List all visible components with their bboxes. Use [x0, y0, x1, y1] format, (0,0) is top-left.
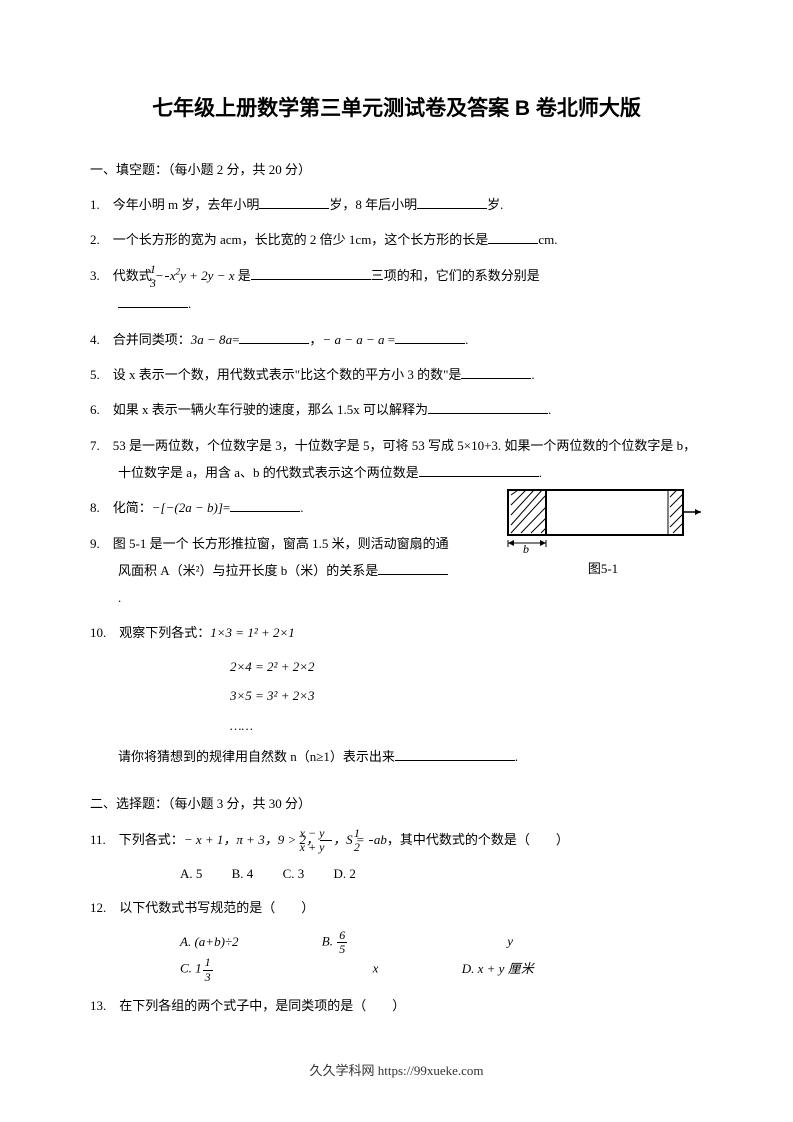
page-footer: 久久学科网 https://99xueke.com — [0, 1059, 793, 1082]
q12-num: 12. — [90, 900, 106, 915]
q11-opt-d: D. 2 — [333, 862, 355, 885]
blank — [118, 295, 188, 308]
q5-b: . — [531, 367, 534, 382]
q12-opt-d: D. x + y 厘米 — [462, 957, 534, 980]
blank — [239, 331, 309, 344]
q4-c: . — [465, 332, 468, 347]
q11-options: A. 5 B. 4 C. 3 D. 2 — [90, 862, 703, 885]
q3-d: . — [188, 296, 191, 311]
q10-dots: …… — [90, 714, 703, 737]
q4-e2: − a − a − a — [322, 332, 384, 347]
q12-a: 以下代数式书写规范的是（ ） — [119, 900, 314, 915]
q11-a: 下列各式： — [119, 832, 184, 847]
q10-a: 观察下列各式： — [119, 625, 210, 640]
q3-expr: −13x2y + 2y − x — [155, 268, 234, 283]
blank — [428, 401, 548, 414]
q4-num: 4. — [90, 332, 100, 347]
fig-b-label: b — [523, 542, 529, 555]
blank — [230, 499, 300, 512]
q9-b: . — [118, 590, 121, 605]
q11-expr: − x + 1，π + 3，9 > 2，x − yx + y，S = 12ab — [184, 832, 387, 847]
q12-options: A. (a+b)÷2 B. 65y C. 113x D. x + y 厘米 — [90, 929, 703, 984]
q13-a: 在下列各组的两个式子中，是同类项的是（ ） — [119, 998, 405, 1013]
figure-caption: 图5-1 — [503, 557, 703, 580]
q10-num: 10. — [90, 625, 106, 640]
blank — [488, 231, 538, 244]
q8-a: 化简： — [113, 500, 152, 515]
q10-c: . — [515, 749, 518, 764]
q4-b: ， — [309, 332, 322, 347]
blank — [378, 562, 448, 575]
q3-b: 是 — [238, 268, 251, 283]
q9: 9. 图 5-1 是一个 长方形推拉窗，窗高 1.5 米，则活动窗扇的通风面积 … — [90, 530, 450, 612]
figure-5-1: b 图5-1 — [503, 485, 703, 580]
q2-b: cm. — [538, 232, 557, 247]
page-title: 七年级上册数学第三单元测试卷及答案 B 卷北师大版 — [90, 90, 703, 128]
q7-a: 53 是一两位数，个位数字是 3，十位数字是 5，可将 53 写成 5×10+3… — [113, 438, 696, 480]
q12: 12. 以下代数式书写规范的是（ ） — [90, 894, 703, 921]
q2-a: 一个长方形的宽为 acm，长比宽的 2 倍少 1cm，这个长方形的长是 — [113, 232, 489, 247]
q7-b: . — [539, 465, 542, 480]
q4-eq: = — [232, 332, 239, 347]
blank — [395, 748, 515, 761]
q5-a: 设 x 表示一个数，用代数式表示"比这个数的平方小 3 的数"是 — [113, 367, 462, 382]
q10-b: 请你将猜想到的规律用自然数 n（n≥1）表示出来. — [90, 743, 703, 770]
blank — [417, 196, 487, 209]
q12-opt-b: B. 65y — [322, 929, 513, 956]
q3-c: 三项的和，它们的系数分别是 — [371, 268, 540, 283]
blank — [395, 331, 465, 344]
q10-eq1: 1×3 = 1² + 2×1 — [210, 625, 295, 640]
q10-eq2: 2×4 = 2² + 2×2 — [90, 655, 703, 678]
q4-a: 合并同类项： — [113, 332, 191, 347]
blank — [461, 366, 531, 379]
q3-num: 3. — [90, 268, 100, 283]
q7-num: 7. — [90, 438, 100, 453]
q4: 4. 合并同类项：3a − 8a=，− a − a − a =. — [90, 326, 703, 353]
q3-a: 代数式 — [113, 268, 152, 283]
q11-opt-b: B. 4 — [232, 862, 254, 885]
q8-eq: = — [223, 500, 230, 515]
q4-e1: 3a − 8a — [191, 332, 232, 347]
q10-b-text: 请你将猜想到的规律用自然数 n（n≥1）表示出来 — [118, 749, 395, 764]
q6-b: . — [548, 402, 551, 417]
q1: 1. 今年小明 m 岁，去年小明 岁，8 年后小明 岁. — [90, 191, 703, 218]
q10: 10. 观察下列各式：1×3 = 1² + 2×1 — [90, 619, 703, 646]
q6-num: 6. — [90, 402, 100, 417]
q2: 2. 一个长方形的宽为 acm，长比宽的 2 倍少 1cm，这个长方形的长是 cm… — [90, 226, 703, 253]
q12-opt-c: C. 113x — [180, 956, 378, 983]
section1-header: 一、填空题：（每小题 2 分，共 20 分） — [90, 158, 703, 181]
q8-expr: −[−(2a − b)] — [152, 500, 223, 515]
blank — [419, 464, 539, 477]
q11-b: ，其中代数式的个数是（ ） — [387, 832, 569, 847]
q6: 6. 如果 x 表示一辆火车行驶的速度，那么 1.5x 可以解释为. — [90, 396, 703, 423]
q9-num: 9. — [90, 536, 100, 551]
section2-header: 二、选择题：（每小题 3 分，共 30 分） — [90, 792, 703, 815]
q13: 13. 在下列各组的两个式子中，是同类项的是（ ） — [90, 992, 703, 1019]
q12-opt-a: A. (a+b)÷2 — [180, 930, 239, 953]
window-diagram: b — [503, 485, 703, 555]
q11: 11. 下列各式：− x + 1，π + 3，9 > 2，x − yx + y，… — [90, 826, 703, 855]
q2-num: 2. — [90, 232, 100, 247]
q7: 7. 53 是一两位数，个位数字是 3，十位数字是 5，可将 53 写成 5×1… — [90, 432, 703, 487]
q5: 5. 设 x 表示一个数，用代数式表示"比这个数的平方小 3 的数"是. — [90, 361, 703, 388]
q5-num: 5. — [90, 367, 100, 382]
q13-num: 13. — [90, 998, 106, 1013]
q3: 3. 代数式 −13x2y + 2y − x 是 三项的和，它们的系数分别是 . — [90, 262, 703, 318]
q1-b: 岁，8 年后小明 — [329, 197, 417, 212]
blank — [251, 267, 371, 280]
q11-opt-a: A. 5 — [180, 862, 202, 885]
q1-num: 1. — [90, 197, 100, 212]
q11-num: 11. — [90, 832, 106, 847]
q6-a: 如果 x 表示一辆火车行驶的速度，那么 1.5x 可以解释为 — [113, 402, 428, 417]
blank — [259, 196, 329, 209]
q1-a: 今年小明 m 岁，去年小明 — [113, 197, 260, 212]
q11-opt-c: C. 3 — [283, 862, 305, 885]
q1-c: 岁. — [487, 197, 503, 212]
q8-b: . — [300, 500, 303, 515]
q10-eq3: 3×5 = 3² + 2×3 — [90, 684, 703, 707]
q8-num: 8. — [90, 500, 100, 515]
